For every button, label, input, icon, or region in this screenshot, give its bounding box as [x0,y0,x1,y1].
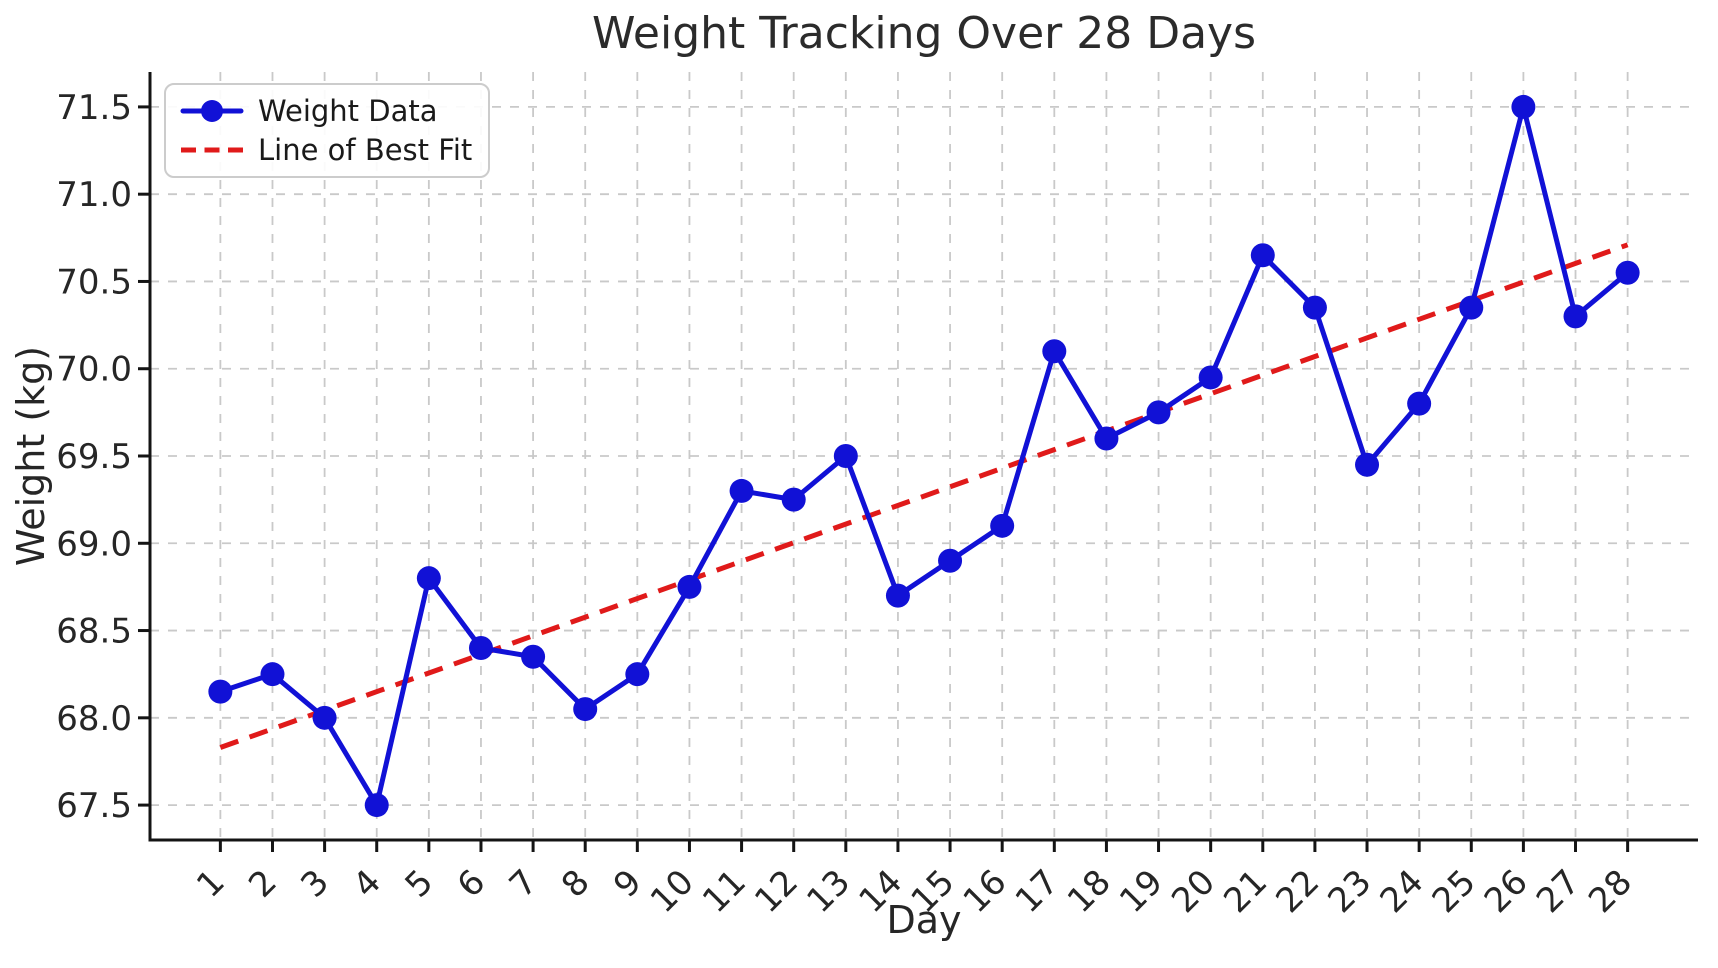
weight-line [217,104,1631,808]
data-point-marker [1459,295,1484,320]
data-point-marker [729,478,754,503]
y-tick-label: 69.0 [56,524,132,564]
y-tick-label: 68.0 [56,699,132,739]
data-point-marker [1302,295,1327,320]
data-point-marker [625,662,650,687]
data-point-marker [573,697,598,722]
y-tick-label: 67.5 [56,786,132,826]
y-tick-label: 68.5 [56,612,132,652]
data-point-marker [468,636,493,660]
trend-series-swatch-icon [181,147,243,153]
data-point-marker [208,679,233,704]
trend-line [219,242,1629,750]
data-point-marker [364,793,389,818]
data-point-marker [1407,391,1432,416]
data-point-marker [1511,94,1536,119]
data-point-marker [781,487,806,512]
legend-item-weight-data: Weight Data [180,94,472,128]
chart-title: Weight Tracking Over 28 Days [591,8,1257,59]
data-point-marker [1198,365,1223,390]
data-point-marker [833,444,858,468]
legend-item-best-fit: Line of Best Fit [180,133,472,167]
data-point-marker [990,513,1015,538]
data-point-marker [312,705,337,730]
y-tick-label: 69.5 [56,437,132,477]
y-tick-label: 71.5 [56,88,132,128]
data-point-marker [260,662,285,687]
data-point-marker [521,644,546,669]
y-tick-label: 70.5 [56,262,132,302]
data-point-marker [677,574,702,599]
legend-label-best-fit: Line of Best Fit [258,133,473,167]
y-tick-label: 70.0 [56,350,132,390]
data-point-marker [1042,339,1067,364]
weight-series-swatch-icon [180,100,244,122]
data-point-marker [1355,452,1380,477]
data-point-marker [885,583,910,608]
y-tick-label: 71.0 [56,175,132,215]
legend: Weight Data Line of Best Fit [164,83,491,178]
data-point-marker [1094,426,1119,451]
data-point-marker [1563,304,1588,329]
y-axis-label: Weight (kg) [9,345,53,567]
legend-label-weight-data: Weight Data [258,94,438,128]
data-point-marker [1615,260,1640,285]
data-point-marker [416,566,441,591]
data-point-marker [938,548,963,573]
data-point-marker [1146,400,1171,425]
x-axis-label: Day [886,898,962,942]
data-point-marker [1250,243,1275,268]
